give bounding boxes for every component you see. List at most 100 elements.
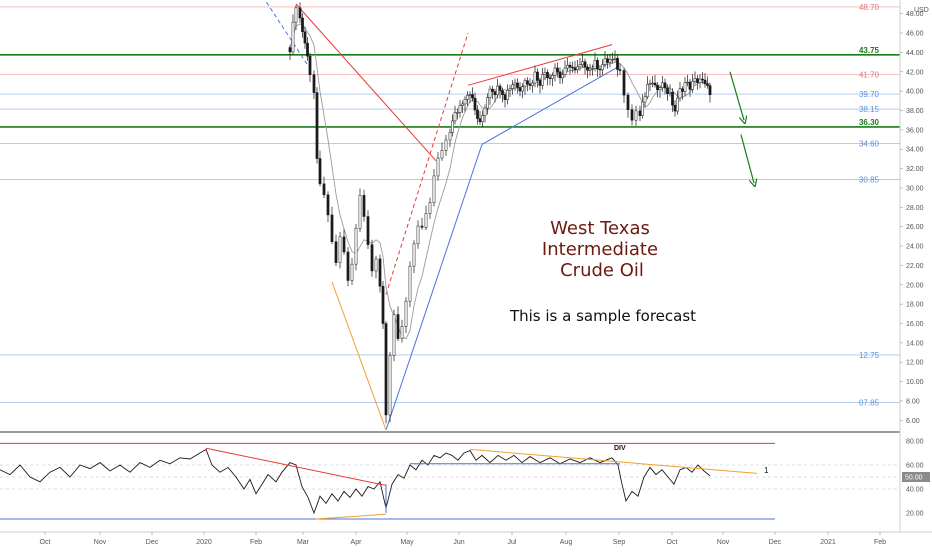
level-label: 36.30 — [859, 118, 880, 127]
candle-body — [566, 64, 569, 69]
candle-body — [622, 70, 626, 96]
candle-body — [350, 263, 354, 281]
candle-body — [458, 105, 462, 113]
candle-body — [626, 94, 630, 110]
candle-body — [312, 74, 316, 93]
time-tick-label: Aug — [560, 539, 573, 546]
candle-body — [643, 96, 647, 103]
indicator-trend-line — [315, 513, 387, 520]
candle-body — [646, 84, 649, 98]
price-tick-label: 38.00 — [906, 108, 924, 115]
trend-line — [264, 0, 313, 73]
candle-body — [596, 60, 599, 70]
candle-body — [496, 85, 499, 96]
candle-body — [392, 314, 396, 356]
candle-body — [653, 82, 657, 86]
price-tick-label: 40.00 — [906, 89, 924, 96]
candle-body — [666, 87, 669, 94]
candle-body — [573, 67, 577, 70]
candle-body — [301, 17, 304, 32]
candle-body — [396, 314, 400, 339]
time-tick-label: 2020 — [196, 539, 212, 546]
candle-body — [691, 80, 694, 90]
time-tick-label: Oct — [40, 539, 51, 546]
candle-body — [491, 88, 494, 92]
candle-body — [706, 83, 709, 86]
candle-body — [698, 78, 702, 83]
indicator-tick-label: 20.00 — [906, 511, 924, 518]
candle-body — [641, 101, 644, 116]
candle-body — [536, 71, 539, 81]
chart-title-line-2: Intermediate — [542, 239, 658, 260]
trend-line — [385, 144, 483, 431]
candle-body — [693, 78, 697, 82]
candle-body — [538, 80, 542, 86]
price-tick-label: 10.00 — [906, 379, 924, 386]
indicator-tick-label: 40.00 — [906, 487, 924, 494]
candle-body — [708, 85, 712, 96]
trend-line — [481, 66, 619, 145]
candle-body — [553, 67, 557, 76]
level-label: 07.85 — [859, 398, 880, 407]
candle-body — [444, 139, 448, 151]
trend-line — [385, 32, 469, 295]
price-tick-label: 12.00 — [906, 360, 924, 367]
candle-body — [358, 195, 362, 229]
candle-body — [603, 58, 607, 65]
time-tick-label: Jul — [508, 539, 517, 546]
chart-title-line-1: West Texas — [550, 218, 650, 239]
candle-body — [478, 118, 482, 123]
candle-body — [613, 57, 617, 60]
candle-body — [476, 109, 479, 119]
level-label: 39.70 — [859, 90, 880, 99]
chart-subtitle: This is a sample forecast — [509, 307, 696, 325]
candle-body — [563, 67, 567, 75]
indicator-trend-line — [205, 447, 387, 486]
price-tick-label: 28.00 — [906, 205, 924, 212]
candle-body — [342, 236, 346, 253]
candle-body — [303, 31, 307, 44]
candle-body — [448, 132, 452, 141]
candle-body — [366, 216, 370, 245]
price-tick-label: 16.00 — [906, 321, 924, 328]
candle-body — [370, 244, 374, 272]
price-tick-label: 8.00 — [906, 398, 920, 405]
candle-body — [473, 97, 477, 111]
candle-body — [408, 265, 412, 302]
candle-body — [508, 88, 512, 91]
candle-body — [683, 82, 687, 92]
level-label: 43.75 — [859, 46, 880, 55]
candle-body — [681, 88, 684, 92]
candle-body — [673, 104, 677, 112]
candle-body — [696, 78, 699, 83]
level-label: 38.15 — [859, 105, 880, 114]
price-tick-label: 26.00 — [906, 224, 924, 231]
candle-body — [436, 157, 440, 177]
candle-body — [513, 82, 517, 86]
price-tick-label: 18.00 — [906, 302, 924, 309]
candle-body — [638, 110, 642, 116]
candle-body — [471, 94, 474, 99]
level-label: 30.85 — [859, 176, 880, 185]
candle-body — [288, 47, 292, 53]
chart-title-line-3: Crude Oil — [560, 260, 644, 281]
indicator-tick-label: 60.00 — [906, 463, 924, 470]
candle-body — [308, 55, 312, 75]
candle-body — [468, 94, 472, 96]
candle-body — [420, 225, 424, 228]
forecast-arrow — [729, 71, 744, 120]
trend-line — [295, 3, 437, 162]
candle-body — [668, 91, 672, 94]
time-tick-label: Dec — [769, 539, 782, 546]
price-tick-label: 14.00 — [906, 340, 924, 347]
candle-body — [591, 68, 594, 70]
candle-body — [354, 227, 358, 265]
candle-body — [451, 120, 454, 133]
candle-body — [461, 103, 464, 106]
price-tick-label: 36.00 — [906, 127, 924, 134]
candle-body — [701, 78, 704, 81]
price-tick-label: 24.00 — [906, 244, 924, 251]
price-tick-label: 44.00 — [906, 50, 924, 57]
